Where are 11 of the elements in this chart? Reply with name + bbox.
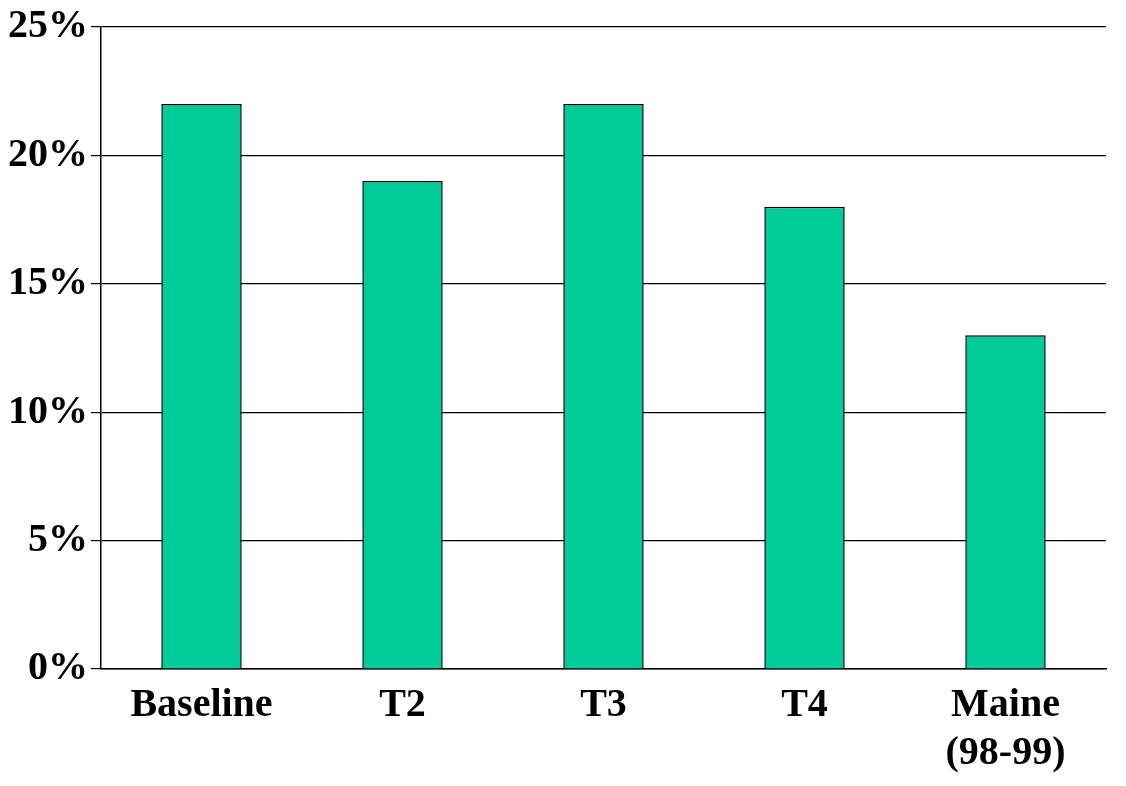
y-tick-label: 5%	[28, 514, 88, 560]
x-tick-label: Maine (98-99)	[945, 680, 1066, 774]
x-tick-label: Baseline	[130, 680, 273, 726]
x-tick-label: T4	[781, 680, 828, 726]
y-tick-label: 25%	[8, 1, 88, 47]
y-tick-label: 0%	[28, 643, 88, 689]
y-tick-label: 10%	[8, 386, 88, 432]
x-tick-label: T3	[580, 680, 627, 726]
y-tick-label: 20%	[8, 129, 88, 175]
y-tick-label: 15%	[8, 258, 88, 304]
x-tick-label: T2	[379, 680, 426, 726]
